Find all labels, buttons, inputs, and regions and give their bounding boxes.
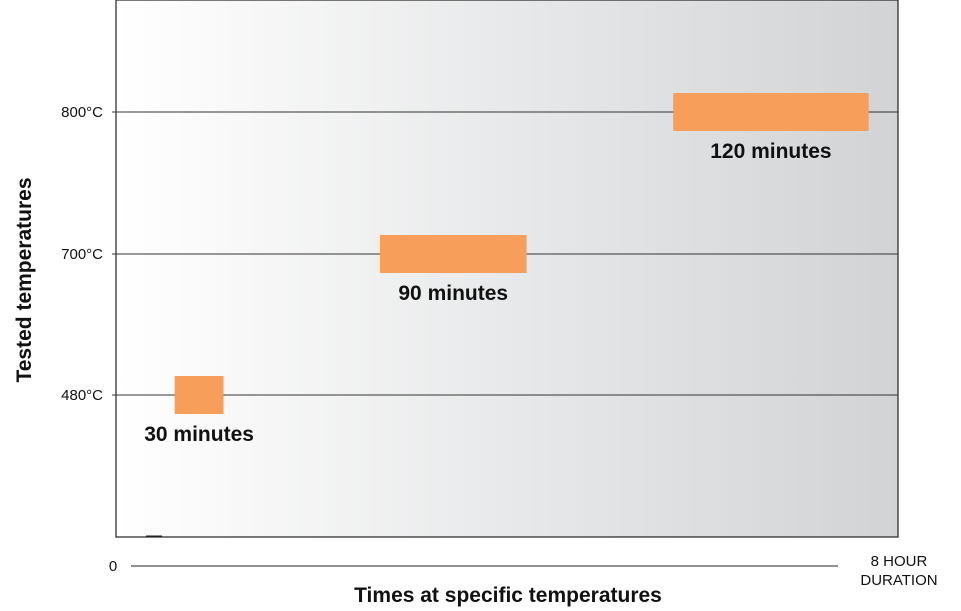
bar: [174, 376, 224, 414]
bars: [174, 93, 869, 414]
bar-label: 90 minutes: [398, 282, 508, 305]
time-axis-end-label-line2: DURATION: [860, 572, 937, 589]
bar-label: 30 minutes: [144, 423, 254, 446]
y-tick-label: 700°C: [61, 246, 103, 263]
y-tick-label: 800°C: [61, 104, 103, 121]
bar-label: 120 minutes: [710, 140, 831, 163]
time-axis-end-label-line1: 8 HOUR: [871, 553, 928, 570]
y-tick-labels: 480°C 700°C 800°C: [61, 104, 103, 404]
y-tick-label: 480°C: [61, 387, 103, 404]
x-axis-title: Times at specific temperatures: [354, 584, 662, 607]
bar-labels: 30 minutes 90 minutes 120 minutes: [144, 140, 831, 446]
bar: [379, 235, 527, 273]
bar: [673, 93, 869, 131]
y-axis-title: Tested temperatures: [13, 177, 36, 382]
time-axis-start-label: 0: [109, 558, 117, 575]
